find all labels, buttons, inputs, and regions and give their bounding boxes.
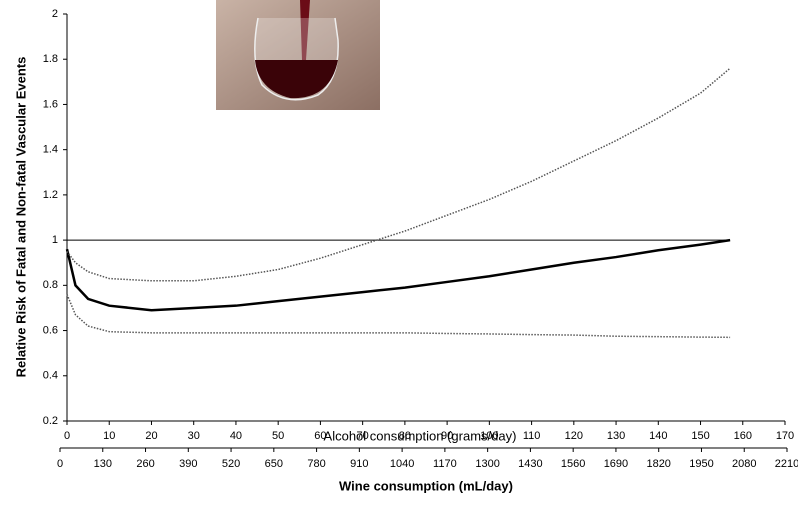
- x2-tick-label: 1300: [475, 458, 499, 470]
- x2-tick-label: 1950: [689, 458, 713, 470]
- x-tick-label: 90: [441, 430, 453, 442]
- x-tick-label: 100: [480, 430, 498, 442]
- x2-tick-label: 520: [222, 458, 240, 470]
- x-tick-label: 40: [230, 430, 242, 442]
- wine-photo: [216, 0, 380, 110]
- x2-tick-label: 2080: [732, 458, 756, 470]
- series-line: [67, 68, 730, 281]
- y-tick-label: 1.8: [43, 53, 58, 65]
- x2-tick-label: 1170: [433, 458, 457, 470]
- x2-tick-label: 2210: [775, 458, 798, 470]
- x2-tick-label: 780: [307, 458, 325, 470]
- x-tick-label: 130: [607, 430, 625, 442]
- y-tick-label: 0.2: [43, 415, 58, 427]
- series-line: [67, 294, 730, 337]
- x2-tick-label: 1560: [561, 458, 585, 470]
- y-tick-label: 2: [52, 8, 58, 20]
- x-tick-label: 160: [734, 430, 752, 442]
- x2-tick-label: 1430: [518, 458, 542, 470]
- x2-tick-label: 650: [265, 458, 283, 470]
- y-tick-label: 1.2: [43, 189, 58, 201]
- x2-tick-label: 390: [179, 458, 197, 470]
- y-tick-label: 0.4: [43, 370, 58, 382]
- series-line: [67, 240, 730, 310]
- y-axis-title: Relative Risk of Fatal and Non-fatal Vas…: [13, 57, 28, 378]
- x2-tick-label: 260: [136, 458, 154, 470]
- y-tick-label: 1.4: [43, 144, 58, 156]
- x-tick-label: 150: [691, 430, 709, 442]
- x-tick-label: 0: [64, 430, 70, 442]
- x2-tick-label: 0: [57, 458, 63, 470]
- y-tick-label: 1: [52, 234, 58, 246]
- y-tick-label: 0.6: [43, 324, 58, 336]
- x-tick-label: 60: [314, 430, 326, 442]
- x-tick-label: 50: [272, 430, 284, 442]
- x-tick-label: 70: [357, 430, 369, 442]
- x-tick-label: 80: [399, 430, 411, 442]
- x2-tick-label: 130: [94, 458, 112, 470]
- x-tick-label: 110: [523, 430, 541, 442]
- y-tick-label: 0.8: [43, 279, 58, 291]
- x-tick-label: 170: [776, 430, 794, 442]
- x-tick-label: 30: [188, 430, 200, 442]
- x2-tick-label: 1040: [390, 458, 414, 470]
- x2-tick-label: 1820: [646, 458, 670, 470]
- x2-tick-label: 910: [350, 458, 368, 470]
- x2-axis-title: Wine consumption (mL/day): [339, 478, 513, 493]
- x-tick-label: 140: [649, 430, 667, 442]
- y-tick-label: 1.6: [43, 98, 58, 110]
- x-tick-label: 120: [565, 430, 583, 442]
- x-tick-label: 20: [145, 430, 157, 442]
- x2-tick-label: 1690: [604, 458, 628, 470]
- x-tick-label: 10: [103, 430, 115, 442]
- chart: Relative Risk of Fatal and Non-fatal Vas…: [0, 0, 798, 526]
